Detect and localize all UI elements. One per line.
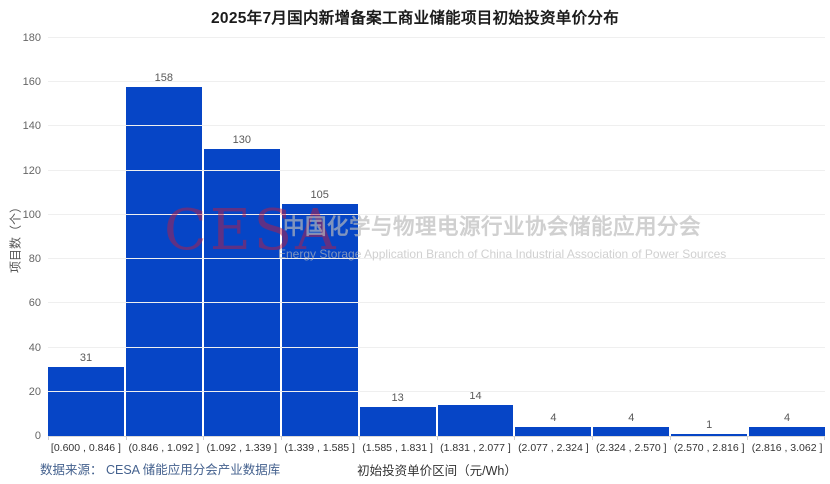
bar-group: 105 [281,188,358,436]
bar-value-label: 31 [79,352,93,365]
gridline [48,81,825,83]
y-tick-label: 60 [28,297,41,310]
y-tick-label: 80 [28,253,41,266]
y-tick-label: 40 [28,341,41,354]
x-axis-tick [281,436,283,440]
x-axis-tick [125,436,127,440]
bar [281,203,358,436]
bar-group: 31 [48,352,124,436]
plot-area: 31 158 130 105 13 14 4 4 1 4 [0.600 , 0.846 ] (0.8… [23,32,826,454]
x-axis-tick [514,436,516,440]
x-axis-tick [669,436,671,440]
bar-value-label: 158 [154,71,174,84]
gridline [48,390,825,392]
x-axis-tick [436,436,438,440]
chart-title: 2025年7月国内新增备案工商业储能项目初始投资单价分布 [210,10,619,27]
y-tick-label: 180 [22,32,41,44]
bar-value-label: 13 [391,392,404,405]
bar-group: 130 [203,133,280,436]
x-axis-tick [824,436,825,440]
y-tick-label: 0 [34,430,41,442]
data-source-note: 数据来源： CESA 储能应用分会产业数据库 [40,463,281,477]
x-tick-cell: (2.816 , 3.062 ] [749,442,825,454]
x-tick-label: (2.077 , 2.324 ] [518,442,589,454]
x-axis-tick [358,436,360,440]
bar-group: 14 [437,390,514,436]
bar-value-label: 4 [784,412,791,425]
bar-group: 158 [125,71,202,436]
x-axis-tick [747,436,749,440]
bar [749,427,826,436]
bar-value-label: 4 [628,412,635,425]
gridline [48,302,825,304]
y-tick-label: 100 [22,208,41,221]
bar [359,407,436,436]
x-tick-label: (2.570 , 2.816 ] [673,442,745,454]
gridline [48,169,825,171]
bar-value-label: 130 [232,133,251,146]
x-tick-label: (2.816 , 3.062 ] [751,442,823,454]
x-tick-label: (1.092 , 1.339 ] [206,442,278,454]
bar [437,405,514,436]
bar-group: 1 [671,418,748,436]
x-tick-cell: [0.600 , 0.846 ] [48,442,124,454]
y-tick-label: 120 [22,164,41,177]
gridline [48,213,825,215]
x-tick-label: (2.324 , 2.570 ] [595,442,667,454]
x-tick-label: (0.846 , 1.092 ] [128,442,200,454]
x-axis-tick [591,436,593,440]
bar-value-label: 14 [469,390,482,403]
x-tick-cell: (2.570 , 2.816 ] [671,442,747,454]
y-tick-label: 140 [22,120,41,133]
x-tick-label: (1.585 , 1.831 ] [362,442,433,454]
gridline [48,258,825,260]
bar-group: 4 [515,412,592,436]
x-tick-cell: (1.831 , 2.077 ] [438,442,514,454]
bar-group: 4 [749,412,826,436]
gridline [48,346,825,348]
x-tick-label: (1.831 , 2.077 ] [440,442,511,454]
x-axis-labels: [0.600 , 0.846 ] (0.846 , 1.092 ] (1.092 ,… [48,442,825,454]
bar-value-label: 105 [310,188,329,201]
x-tick-cell: (2.077 , 2.324 ] [515,442,591,454]
bar-value-label: 4 [550,412,557,425]
x-tick-cell: (1.339 , 1.585 ] [282,442,358,454]
x-tick-label: [0.600 , 0.846 ] [50,442,121,454]
x-axis-title: 初始投资单价区间（元/Wh） [357,464,517,478]
y-tick-label: 20 [28,385,41,398]
bar [48,367,124,436]
y-tick-label: 160 [22,76,41,89]
gridline [48,125,825,127]
x-tick-label: (1.339 , 1.585 ] [284,442,355,454]
bars-row: 31 158 130 105 13 14 4 4 1 4 [48,38,826,436]
y-axis-title: 项目数（个） [8,200,23,274]
bar [203,148,280,436]
bar-value-label: 1 [706,418,713,431]
bar [593,427,670,436]
x-tick-cell: (1.585 , 1.831 ] [360,442,436,454]
x-tick-cell: (1.092 , 1.339 ] [204,442,280,454]
bar [671,433,748,436]
x-axis-tick [203,436,205,440]
bar-group: 4 [593,412,670,436]
bar-group: 13 [359,392,436,436]
bar [515,427,592,436]
gridline [48,37,825,38]
x-tick-cell: (2.324 , 2.570 ] [593,442,669,454]
x-axis-tick [48,436,49,440]
bar [125,86,202,436]
x-tick-cell: (0.846 , 1.092 ] [126,442,202,454]
